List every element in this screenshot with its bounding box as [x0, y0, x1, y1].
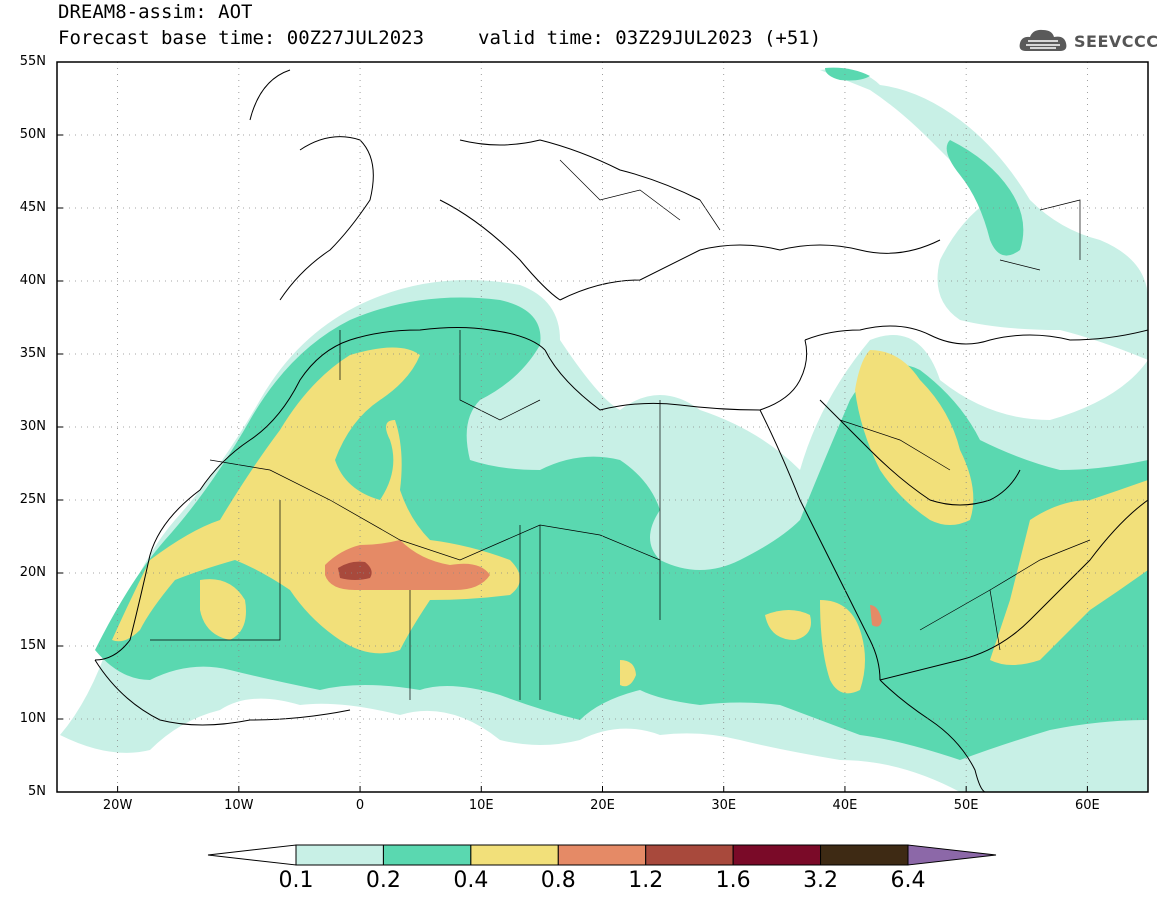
latitude-label: 45N — [19, 200, 46, 215]
longitude-label: 20W — [102, 798, 133, 813]
map-title: DREAM8-assim: AOT — [58, 1, 253, 23]
colorbar-label: 1.2 — [628, 868, 664, 893]
longitude-label: 10W — [224, 798, 254, 813]
longitude-label: 40E — [832, 798, 858, 813]
latitude-label: 15N — [19, 638, 46, 653]
colorbar-label: 0.1 — [278, 868, 314, 893]
colorbar-label: 1.6 — [715, 868, 751, 893]
longitude-label: 0 — [355, 798, 365, 813]
colorbar-box — [557, 844, 647, 866]
colorbar-under-triangle — [207, 844, 297, 866]
colorbar-label: 0.8 — [540, 868, 576, 893]
latitude-label: 5N — [28, 784, 46, 799]
latitude-label: 50N — [19, 127, 46, 142]
colorbar-label: 0.4 — [453, 868, 489, 893]
longitude-label: 10E — [468, 798, 494, 813]
latitude-label: 10N — [19, 711, 46, 726]
country-borders — [150, 159, 1091, 700]
latitude-label: 35N — [19, 346, 46, 361]
axis-ticks — [57, 61, 1088, 793]
colorbar-box — [645, 844, 734, 866]
colorbar-label: 3.2 — [803, 868, 839, 893]
colorbar-label: 0.2 — [365, 868, 401, 893]
seevccc-logo: SEEVCCC — [1018, 26, 1159, 56]
latitude-label: 55N — [19, 54, 46, 69]
valid-time: valid time: 03Z29JUL2023 (+51) — [478, 27, 822, 49]
colorbar-label: 6.4 — [890, 868, 926, 893]
colorbar-over-triangle — [907, 844, 997, 866]
aot-field — [57, 62, 1148, 792]
colorbar-box — [732, 844, 822, 866]
latitude-label: 40N — [19, 273, 46, 288]
colorbar-box — [470, 844, 559, 866]
longitude-label: 30E — [711, 798, 737, 813]
aot-band-0.4 — [112, 347, 1148, 694]
colorbar-box — [820, 844, 909, 866]
longitude-label: 60E — [1074, 798, 1100, 813]
colorbar-box — [382, 844, 472, 866]
colorbar — [207, 844, 997, 866]
longitude-label: 20E — [590, 798, 615, 813]
latitude-label: 25N — [19, 492, 46, 507]
aot-band-1.2 — [338, 561, 372, 580]
latitude-label: 20N — [19, 565, 46, 580]
forecast-base-time: Forecast base time: 00Z27JUL2023 — [58, 27, 425, 49]
longitude-label: 50E — [953, 798, 979, 813]
coastlines — [94, 69, 1148, 792]
latitude-label: 30N — [19, 419, 46, 434]
logo-text: SEEVCCC — [1074, 31, 1159, 51]
colorbar-box — [295, 844, 384, 866]
cloud-logo-icon — [1019, 29, 1067, 51]
